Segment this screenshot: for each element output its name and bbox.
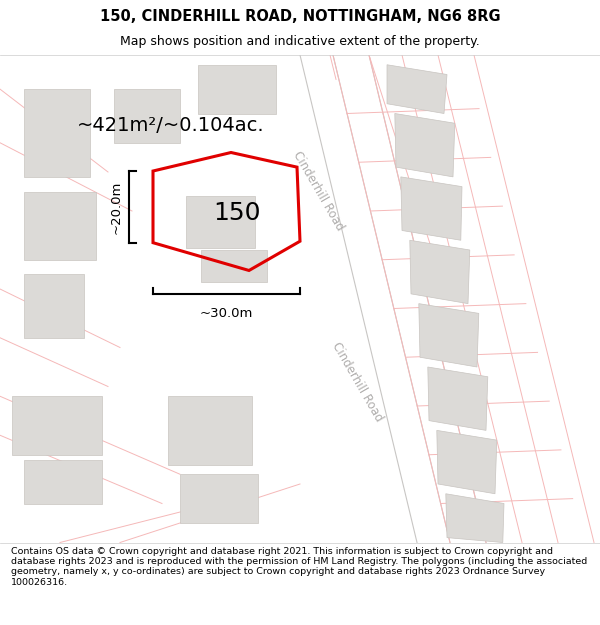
Text: Map shows position and indicative extent of the property.: Map shows position and indicative extent… bbox=[120, 35, 480, 48]
Polygon shape bbox=[201, 250, 267, 282]
Text: ~30.0m: ~30.0m bbox=[200, 307, 253, 320]
Polygon shape bbox=[419, 304, 479, 367]
Polygon shape bbox=[168, 396, 252, 464]
Text: 150: 150 bbox=[213, 201, 261, 226]
Polygon shape bbox=[24, 459, 102, 504]
Text: ~20.0m: ~20.0m bbox=[109, 180, 122, 234]
Polygon shape bbox=[395, 114, 455, 177]
Text: ~421m²/~0.104ac.: ~421m²/~0.104ac. bbox=[77, 116, 265, 135]
Polygon shape bbox=[446, 494, 504, 542]
Polygon shape bbox=[387, 65, 447, 114]
Polygon shape bbox=[180, 474, 258, 523]
Polygon shape bbox=[24, 274, 84, 338]
Polygon shape bbox=[24, 89, 90, 177]
Polygon shape bbox=[114, 89, 180, 142]
Text: Contains OS data © Crown copyright and database right 2021. This information is : Contains OS data © Crown copyright and d… bbox=[11, 547, 587, 587]
Text: Cinderhill Road: Cinderhill Road bbox=[329, 339, 385, 424]
Polygon shape bbox=[410, 240, 470, 304]
Polygon shape bbox=[12, 396, 102, 455]
Polygon shape bbox=[401, 177, 462, 240]
Text: 150, CINDERHILL ROAD, NOTTINGHAM, NG6 8RG: 150, CINDERHILL ROAD, NOTTINGHAM, NG6 8R… bbox=[100, 9, 500, 24]
Polygon shape bbox=[437, 431, 497, 494]
Polygon shape bbox=[428, 367, 488, 431]
Polygon shape bbox=[24, 191, 96, 260]
Polygon shape bbox=[186, 196, 255, 248]
Polygon shape bbox=[198, 65, 276, 114]
Text: Cinderhill Road: Cinderhill Road bbox=[290, 149, 346, 234]
